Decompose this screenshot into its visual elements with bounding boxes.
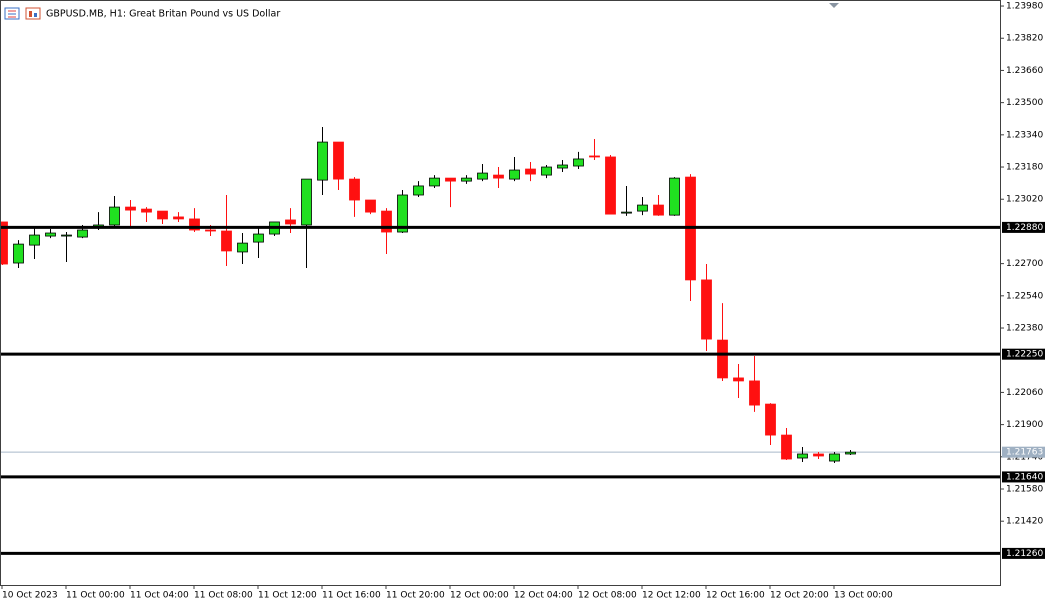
x-tick-label: 10 Oct 2023 [2, 591, 58, 601]
candle-body [509, 169, 520, 180]
candle-body [333, 141, 344, 180]
y-tick-label: 1.22380 [1006, 324, 1043, 334]
y-tick-label: 1.21900 [1006, 420, 1043, 430]
candle-body [429, 177, 440, 187]
candle-body [781, 434, 792, 460]
candle-body [797, 453, 808, 459]
y-tick-label: 1.23180 [1006, 163, 1043, 173]
hline-label: 1.21640 [1006, 472, 1043, 482]
candle-body [29, 234, 40, 246]
candle-body [637, 204, 648, 212]
candle-body [317, 141, 328, 181]
current-price-box [1002, 446, 1045, 458]
candle-body [541, 166, 552, 176]
candle-body [61, 234, 72, 237]
x-tick-label: 11 Oct 12:00 [258, 591, 317, 601]
candle-body [669, 177, 680, 216]
hline-label-box [1002, 221, 1045, 233]
candle-body [573, 158, 584, 167]
y-tick-label: 1.23340 [1006, 130, 1043, 140]
candle-body [589, 155, 600, 158]
candle-body [349, 178, 360, 201]
x-tick-label: 12 Oct 20:00 [770, 591, 829, 601]
candle-body [189, 218, 200, 231]
x-tick-label: 12 Oct 08:00 [578, 591, 637, 601]
candle-body [141, 208, 152, 213]
current-price-label: 1.21763 [1006, 448, 1043, 458]
x-tick-label: 12 Oct 00:00 [450, 591, 509, 601]
icon-chart [25, 7, 41, 20]
y-tick-label: 1.23660 [1006, 66, 1043, 76]
y-tick-label: 1.23980 [1006, 2, 1043, 12]
x-tick-label: 11 Oct 08:00 [194, 591, 253, 601]
hline-label: 1.21260 [1006, 549, 1043, 559]
y-tick-label: 1.22540 [1006, 291, 1043, 301]
x-tick-label: 12 Oct 04:00 [514, 591, 573, 601]
candle-body [381, 210, 392, 233]
candle-body [157, 210, 168, 220]
candle-body [653, 204, 664, 216]
candle-body [749, 380, 760, 406]
candle-body [461, 177, 472, 182]
hline-label: 1.22250 [1006, 350, 1043, 360]
icon-bar [29, 11, 32, 17]
shift-marker [829, 3, 839, 8]
plot-frame [0, 0, 1001, 586]
candle-body [301, 178, 312, 226]
candle-body [605, 156, 616, 215]
y-tick-label: 1.23500 [1006, 98, 1043, 108]
candle-body [173, 216, 184, 220]
candle-body [525, 168, 536, 175]
candle-body [557, 164, 568, 169]
candle-body [477, 172, 488, 180]
x-tick-label: 11 Oct 20:00 [386, 591, 445, 601]
candle-body [765, 403, 776, 436]
candle-body [829, 453, 840, 462]
y-tick-label: 1.22700 [1006, 259, 1043, 269]
hline-label-box [1002, 471, 1045, 483]
candle-body [253, 233, 264, 243]
candle-body [1, 221, 8, 265]
candle-body [733, 377, 744, 382]
candle-body [445, 177, 456, 182]
candle-body [237, 242, 248, 253]
y-tick-label: 1.21580 [1006, 485, 1043, 495]
candle-body [845, 451, 856, 455]
candle-body [77, 229, 88, 238]
y-tick-label: 1.23820 [1006, 34, 1043, 44]
hline-label-box [1002, 547, 1045, 559]
x-tick-label: 11 Oct 04:00 [130, 591, 189, 601]
x-tick-label: 12 Oct 16:00 [706, 591, 765, 601]
candle-body [365, 199, 376, 213]
candle-body [13, 243, 24, 264]
y-tick-label: 1.21420 [1006, 517, 1043, 527]
candle-body [45, 232, 56, 237]
x-tick-label: 12 Oct 12:00 [642, 591, 701, 601]
y-tick-label: 1.23020 [1006, 195, 1043, 205]
y-tick-label: 1.22060 [1006, 388, 1043, 398]
icon-bar [34, 13, 37, 17]
candle-body [621, 211, 632, 214]
candle-body [205, 229, 216, 232]
hline-label: 1.22880 [1006, 223, 1043, 233]
candle-body [813, 453, 824, 457]
candle-body [413, 185, 424, 196]
plot-area [1, 126, 1000, 555]
candle-body [493, 174, 504, 179]
x-tick-label: 11 Oct 16:00 [322, 591, 381, 601]
candle-body [717, 339, 728, 379]
candle-body [285, 219, 296, 225]
symbol-icons [4, 7, 41, 20]
chart-title: GBPUSD.MB, H1: Great Britan Pound vs US … [46, 9, 280, 20]
x-tick-label: 11 Oct 00:00 [66, 591, 125, 601]
candle-body [397, 194, 408, 233]
hline-label-box [1002, 348, 1045, 360]
candle-body [701, 279, 712, 340]
x-tick-label: 13 Oct 00:00 [834, 591, 893, 601]
candle-body [125, 206, 136, 211]
candle-body [109, 206, 120, 226]
candle-body [221, 230, 232, 252]
